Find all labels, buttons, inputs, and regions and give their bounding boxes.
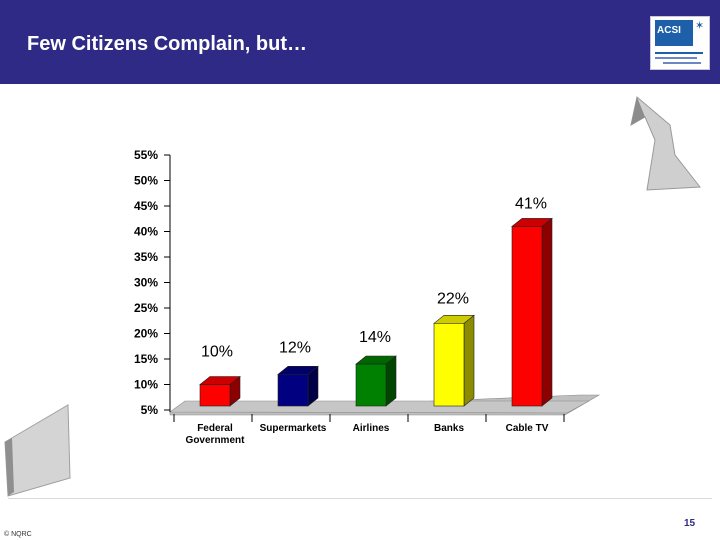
logo-badge	[655, 20, 693, 46]
acsi-logo: ACSI ✶	[650, 16, 710, 70]
y-tick-label: 55%	[134, 148, 158, 162]
logo-stripe	[655, 52, 703, 54]
bar	[511, 226, 543, 407]
data-label: 14%	[359, 329, 391, 346]
chart-floor-top	[169, 400, 590, 414]
bar-side	[385, 355, 397, 407]
footer-divider	[8, 498, 712, 499]
bar	[199, 384, 231, 407]
data-label: 10%	[201, 344, 233, 361]
logo-stripe	[663, 62, 701, 64]
bar	[277, 373, 309, 407]
x-tick-label: Banks	[434, 423, 464, 434]
y-tick-label: 35%	[134, 250, 158, 264]
bar	[355, 363, 387, 407]
y-tick-label: 15%	[134, 352, 158, 366]
decorative-swoosh-right	[630, 96, 701, 191]
y-tick-label: 10%	[134, 378, 158, 392]
logo-text: ACSI	[657, 25, 681, 36]
title-bar: Few Citizens Complain, but… ACSI ✶	[0, 0, 720, 84]
x-tick-label: Federal	[197, 423, 233, 434]
data-label: 22%	[437, 290, 469, 307]
star-icon: ✶	[695, 20, 705, 32]
data-label: 41%	[515, 195, 547, 212]
decorative-swoosh-left	[4, 404, 71, 497]
slide-title: Few Citizens Complain, but…	[27, 33, 308, 55]
y-tick-label: 45%	[134, 199, 158, 213]
x-tick-label: Supermarkets	[260, 423, 327, 434]
x-tick-label: Government	[186, 435, 246, 446]
y-tick-label: 25%	[134, 301, 158, 315]
logo-stripe	[655, 57, 697, 59]
x-tick-label: Airlines	[353, 423, 390, 434]
y-tick-label: 5%	[141, 403, 159, 417]
y-tick-label: 20%	[134, 327, 158, 341]
bar-side	[463, 314, 475, 407]
y-tick-label: 40%	[134, 225, 158, 239]
bar	[433, 322, 465, 407]
data-label: 12%	[279, 339, 311, 356]
bar-side	[541, 217, 553, 407]
copyright-text: © NQRC	[4, 531, 32, 538]
page-number: 15	[684, 518, 696, 529]
y-tick-label: 50%	[134, 174, 158, 188]
y-tick-label: 30%	[134, 276, 158, 290]
x-tick-label: Cable TV	[506, 423, 549, 434]
